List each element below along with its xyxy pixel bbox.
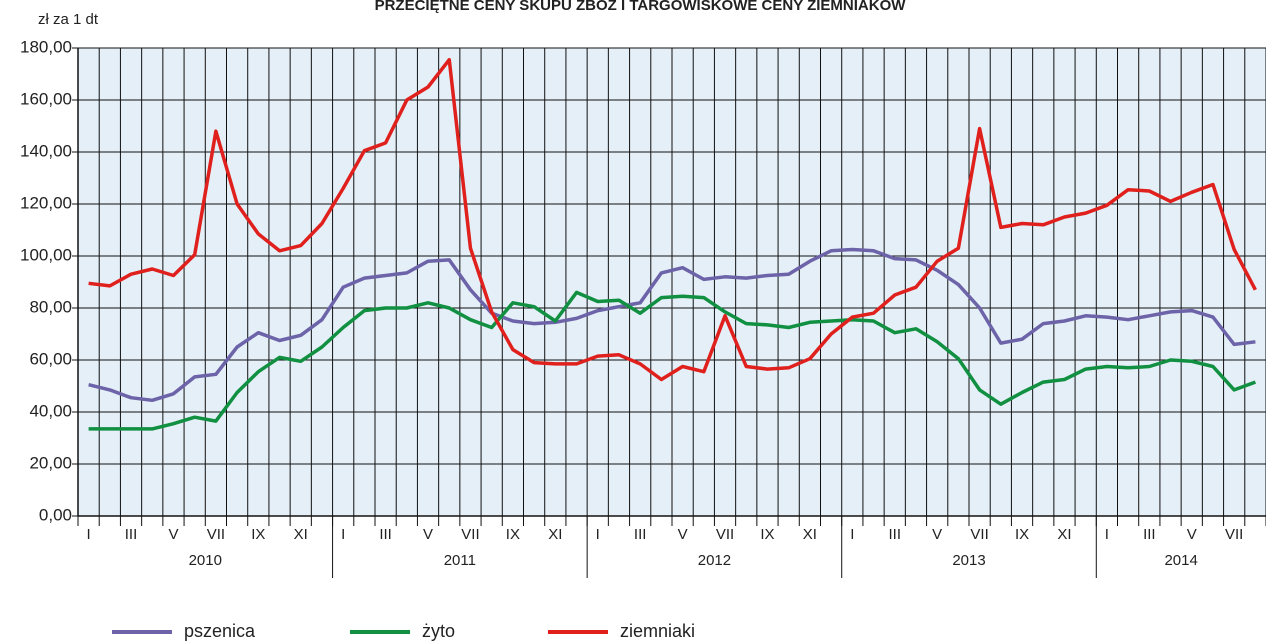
y-tick-label: 140,00 — [20, 141, 72, 160]
y-tick-label: 100,00 — [20, 245, 72, 264]
x-tick-label: IX — [251, 526, 265, 543]
x-tick-label: III — [125, 526, 138, 543]
x-tick-label: IX — [1015, 526, 1029, 543]
x-tick-label: III — [379, 526, 392, 543]
x-tick-label: V — [932, 526, 942, 543]
y-tick-label: 160,00 — [20, 89, 72, 108]
x-tick-label: I — [341, 526, 345, 543]
y-tick-label: 20,00 — [29, 453, 72, 472]
x-tick-label: V — [678, 526, 688, 543]
y-tick-label: 180,00 — [20, 37, 72, 56]
x-tick-label: VII — [461, 526, 479, 543]
x-tick-label: I — [596, 526, 600, 543]
y-tick-label: 80,00 — [29, 297, 72, 316]
x-tick-label: XI — [548, 526, 562, 543]
series-line — [88, 247, 1256, 403]
x-tick-label: V — [423, 526, 433, 543]
x-tick-label: VII — [970, 526, 988, 543]
legend-label: pszenica — [184, 621, 256, 641]
y-axis-label: zł za 1 dt — [38, 11, 99, 28]
x-tick-label: I — [850, 526, 854, 543]
x-tick-label: XI — [294, 526, 308, 543]
series-line — [88, 57, 1257, 382]
x-tick-label: V — [168, 526, 178, 543]
x-tick-label: III — [888, 526, 901, 543]
x-tick-label: IX — [760, 526, 774, 543]
year-label: 2011 — [444, 552, 476, 569]
x-tick-label: XI — [803, 526, 817, 543]
y-tick-label: 40,00 — [29, 401, 72, 420]
chart-title: PRZECIĘTNE CENY SKUPU ZBÓŻ I TARGOWISKOW… — [375, 0, 907, 14]
series-line — [88, 290, 1256, 431]
year-label: 2010 — [189, 552, 222, 569]
x-tick-label: VII — [207, 526, 225, 543]
legend-label: ziemniaki — [620, 621, 695, 641]
y-tick-label: 60,00 — [29, 349, 72, 368]
x-tick-label: XI — [1057, 526, 1071, 543]
x-tick-label: I — [87, 526, 91, 543]
legend-label: żyto — [422, 621, 455, 641]
y-tick-label: 120,00 — [20, 193, 72, 212]
x-tick-label: I — [1105, 526, 1109, 543]
year-label: 2014 — [1164, 552, 1197, 569]
year-label: 2012 — [698, 552, 731, 569]
y-tick-label: 0,00 — [39, 505, 72, 524]
year-label: 2013 — [952, 552, 985, 569]
x-tick-label: VII — [1225, 526, 1243, 543]
x-tick-label: VII — [716, 526, 734, 543]
x-tick-label: V — [1187, 526, 1197, 543]
x-tick-label: III — [1143, 526, 1156, 543]
x-tick-label: IX — [506, 526, 520, 543]
x-tick-label: III — [634, 526, 647, 543]
